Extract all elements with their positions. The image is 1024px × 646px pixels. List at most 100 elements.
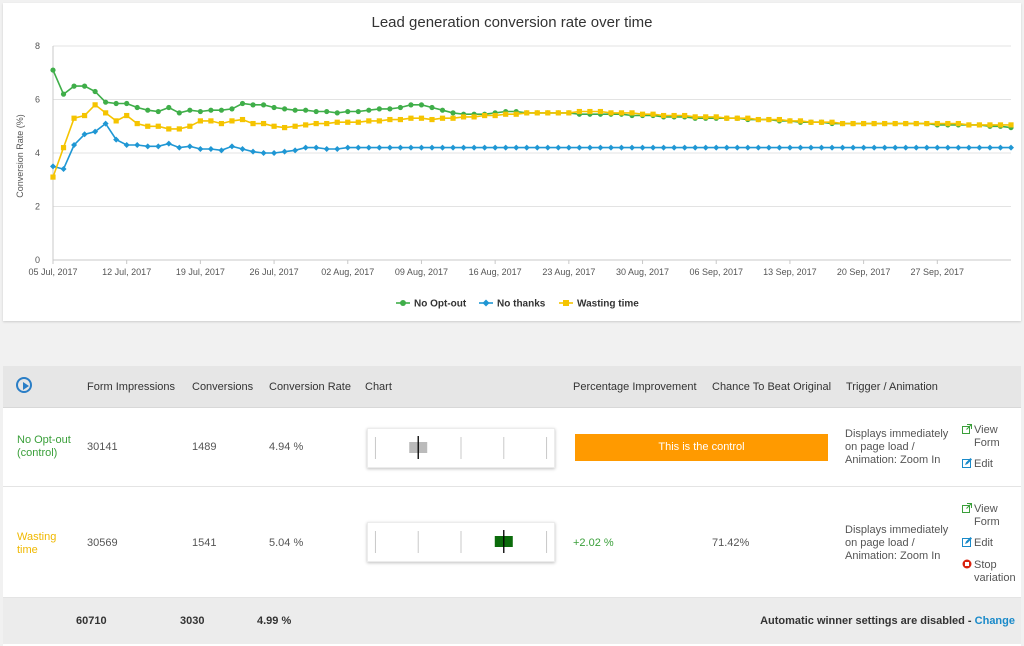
data-point bbox=[208, 107, 214, 113]
change-link[interactable]: Change bbox=[974, 615, 1015, 627]
data-point bbox=[703, 114, 709, 120]
view-form-link[interactable]: View Form bbox=[962, 424, 1010, 450]
data-point bbox=[208, 118, 214, 124]
legend-item[interactable]: No Opt-out bbox=[396, 299, 467, 310]
data-point bbox=[92, 128, 99, 135]
trigger-description: Displays immediately on page load / Anim… bbox=[845, 524, 949, 562]
x-tick-label: 02 Aug, 2017 bbox=[321, 267, 374, 277]
data-point bbox=[271, 104, 277, 111]
data-point bbox=[155, 143, 162, 150]
data-point bbox=[745, 115, 751, 121]
data-point bbox=[724, 115, 730, 121]
data-point bbox=[250, 148, 257, 155]
legend-item[interactable]: Wasting time bbox=[559, 299, 639, 310]
data-point bbox=[397, 116, 404, 123]
data-point bbox=[545, 110, 551, 116]
x-tick-label: 12 Jul, 2017 bbox=[102, 267, 151, 277]
data-point bbox=[629, 110, 635, 116]
data-point bbox=[218, 107, 225, 113]
data-point bbox=[418, 144, 425, 151]
play-circle-icon[interactable] bbox=[16, 377, 32, 393]
data-point bbox=[60, 91, 67, 97]
data-point bbox=[818, 144, 825, 151]
winner-settings-label: Automatic winner settings are disabled - bbox=[760, 615, 975, 627]
data-point bbox=[534, 110, 540, 116]
x-tick-label: 23 Aug, 2017 bbox=[542, 267, 595, 277]
data-point bbox=[344, 144, 351, 151]
header-percentage-improvement: Percentage Improvement bbox=[573, 381, 697, 393]
data-point bbox=[692, 144, 699, 151]
data-point bbox=[839, 144, 846, 151]
data-point bbox=[50, 174, 56, 180]
data-point bbox=[481, 144, 488, 151]
data-point bbox=[124, 112, 130, 119]
data-point bbox=[692, 114, 698, 120]
data-point bbox=[829, 119, 835, 125]
data-point bbox=[408, 102, 414, 108]
legend-marker bbox=[563, 300, 569, 306]
data-point bbox=[860, 144, 867, 151]
data-point bbox=[986, 144, 993, 151]
data-point bbox=[50, 163, 56, 170]
data-point bbox=[966, 122, 972, 128]
data-point bbox=[892, 144, 899, 151]
x-tick-label: 27 Sep, 2017 bbox=[911, 267, 965, 277]
header-conversions: Conversions bbox=[192, 381, 254, 393]
data-point bbox=[439, 144, 446, 151]
data-point bbox=[450, 110, 456, 116]
data-point bbox=[271, 123, 277, 129]
data-point bbox=[892, 120, 898, 127]
data-point bbox=[913, 120, 919, 127]
data-point bbox=[365, 144, 372, 151]
data-point bbox=[924, 120, 930, 127]
data-point bbox=[155, 123, 161, 129]
data-point bbox=[523, 144, 530, 151]
variant-name[interactable]: No Opt-out (control) bbox=[17, 434, 71, 459]
data-point bbox=[345, 119, 351, 125]
stop-variation-link[interactable]: Stop variation bbox=[962, 559, 1016, 585]
chart-grid: 0 2 4 6 8 05 Jul, 2017 12 Jul, 2017 19 Jul, 201… bbox=[28, 41, 1011, 277]
view-form-link[interactable]: View Form bbox=[962, 503, 1010, 529]
data-point bbox=[313, 120, 319, 127]
data-point bbox=[103, 99, 109, 105]
data-point bbox=[607, 144, 614, 151]
x-tick-label: 06 Sep, 2017 bbox=[689, 267, 743, 277]
data-point bbox=[503, 111, 509, 117]
edit-link[interactable]: Edit bbox=[962, 458, 993, 471]
x-tick-label: 16 Aug, 2017 bbox=[469, 267, 522, 277]
data-point bbox=[429, 104, 435, 111]
data-point bbox=[229, 106, 235, 112]
data-point bbox=[871, 120, 877, 127]
data-point bbox=[134, 141, 141, 148]
legend-label: Wasting time bbox=[577, 299, 639, 310]
data-point bbox=[166, 126, 172, 132]
chart-legend[interactable]: No Opt-out No thanks Wasting time bbox=[396, 299, 639, 310]
legend-item[interactable]: No thanks bbox=[479, 299, 546, 310]
x-tick-label: 13 Sep, 2017 bbox=[763, 267, 817, 277]
data-point bbox=[334, 145, 341, 152]
chance-to-beat-value: 71.42% bbox=[712, 537, 750, 549]
edit-link[interactable]: Edit bbox=[962, 537, 993, 550]
data-point bbox=[482, 112, 488, 119]
data-point bbox=[755, 144, 762, 151]
data-point bbox=[281, 148, 288, 155]
data-point bbox=[608, 110, 614, 116]
mini-box-plot bbox=[374, 530, 548, 553]
data-point bbox=[660, 112, 667, 119]
data-point bbox=[807, 144, 814, 151]
edit-label: Edit bbox=[974, 537, 993, 549]
data-point bbox=[92, 88, 98, 95]
x-tick-label: 26 Jul, 2017 bbox=[250, 267, 299, 277]
data-point bbox=[81, 83, 88, 89]
table-header: Form Impressions Conversions Conversion … bbox=[3, 366, 1021, 408]
data-point bbox=[997, 144, 1004, 151]
variant-name[interactable]: Wasting time bbox=[17, 531, 57, 556]
data-point bbox=[302, 144, 309, 151]
data-point bbox=[555, 144, 562, 151]
y-tick-label: 8 bbox=[35, 41, 40, 51]
data-point bbox=[429, 116, 435, 123]
total-impressions: 60710 bbox=[76, 615, 107, 627]
data-point bbox=[850, 120, 856, 127]
data-point bbox=[145, 107, 151, 113]
data-point bbox=[639, 144, 646, 151]
